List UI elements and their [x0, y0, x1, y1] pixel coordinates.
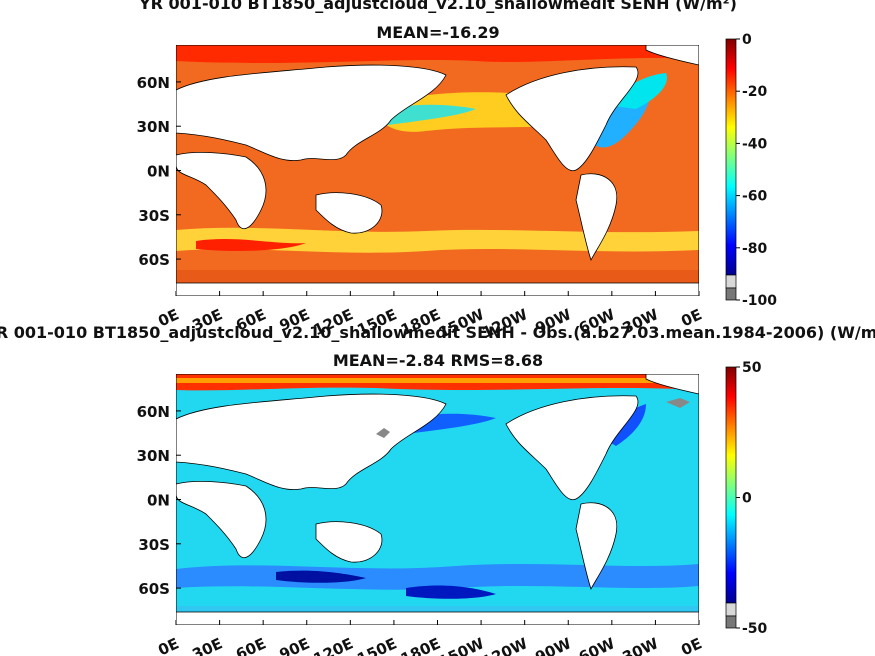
- greenland: [645, 374, 699, 395]
- land: [176, 374, 699, 625]
- north-america: [505, 395, 639, 501]
- colorbar-tick-label: 0: [742, 491, 752, 507]
- y-tick-label: 0N: [147, 163, 170, 181]
- y-tick-label: 30S: [138, 536, 170, 554]
- x-tick-label: 150E: [354, 634, 399, 656]
- colorbar-underflow-light: [725, 274, 737, 289]
- australia: [315, 521, 383, 563]
- southern-blue: [176, 564, 699, 590]
- colorbar-tick-label: -80: [742, 241, 768, 257]
- y-tick-label: 30S: [138, 207, 170, 225]
- map-field: [176, 45, 699, 296]
- chart-title: YR 001-010 BT1850_adjustcloud_v2.10_shal…: [0, 323, 875, 342]
- colorbar-tick-label: -60: [742, 189, 768, 205]
- colorbar-tick-label: -100: [742, 293, 777, 309]
- colorbar-tick-label: -20: [742, 84, 768, 100]
- panel-difference-senh: YR 001-010 BT1850_adjustcloud_v2.10_shal…: [0, 323, 875, 656]
- x-tick-label: 90E: [277, 634, 313, 656]
- x-tick-label: 60E: [233, 634, 269, 656]
- africa: [176, 481, 267, 559]
- colorbar-ticks: 0 -20 -40 -60 -80 -100: [736, 32, 777, 309]
- arctic-field: [176, 45, 699, 63]
- colorbar-ticks: 50 0 -50: [736, 360, 768, 637]
- eurasia: [176, 393, 447, 490]
- south-america: [575, 502, 618, 591]
- x-tick-label: 120E: [311, 634, 356, 656]
- y-tick-label: 60N: [137, 403, 170, 421]
- eurasia: [176, 64, 447, 161]
- x-tick-label: 0E: [678, 634, 704, 656]
- x-tick-label: 30E: [189, 634, 225, 656]
- y-tick-label: 0N: [147, 492, 170, 510]
- y-tick-label: 30N: [137, 118, 170, 136]
- southern-red: [196, 239, 306, 251]
- colorbar: 50 0 -50: [725, 360, 768, 637]
- y-tick-label: 60S: [138, 251, 170, 269]
- colorbar-underflow: [725, 287, 737, 301]
- y-tick-label: 30N: [137, 447, 170, 465]
- colorbar-tick-label: -40: [742, 136, 768, 152]
- australia: [315, 192, 383, 234]
- y-axis: 60N 30N 0N 30S 60S: [137, 74, 181, 269]
- colorbar-tick-label: -50: [742, 621, 768, 637]
- chart-subtitle: MEAN=-16.29: [376, 23, 499, 42]
- y-tick-label: 60S: [138, 580, 170, 598]
- colorbar-underflow: [725, 615, 737, 629]
- colorbar: 0 -20 -40 -60 -80 -100: [725, 32, 777, 309]
- x-tick-label: 0E: [155, 634, 181, 656]
- sea-ice-patch: [376, 428, 390, 438]
- x-tick-label: 90W: [532, 634, 574, 656]
- y-axis: 60N 30N 0N 30S 60S: [137, 403, 181, 598]
- colorbar-underflow-light: [725, 602, 737, 617]
- southern-darkblue: [276, 570, 366, 583]
- y-tick-label: 60N: [137, 74, 170, 92]
- x-tick-label: 30W: [620, 634, 662, 656]
- panel-absolute-senh: YR 001-010 BT1850_adjustcloud_v2.10_shal…: [137, 0, 778, 342]
- map-field: [176, 374, 699, 625]
- greenland: [645, 45, 699, 66]
- sea-ice-patch: [666, 398, 690, 408]
- southern-yellow: [176, 227, 699, 253]
- chart-title: YR 001-010 BT1850_adjustcloud_v2.10_shal…: [138, 0, 737, 13]
- colorbar-tick-label: 0: [742, 32, 752, 48]
- x-tick-label: 60W: [576, 634, 618, 656]
- x-tick-label: 120W: [479, 634, 530, 656]
- colorbar-gradient: [725, 366, 737, 604]
- africa: [176, 152, 267, 230]
- southern-darkblue2: [406, 585, 496, 599]
- colorbar-tick-label: 50: [742, 360, 762, 376]
- x-tick-label: 150W: [436, 634, 487, 656]
- chart-subtitle: MEAN=-2.84 RMS=8.68: [333, 351, 543, 370]
- x-tick-label: 180E: [398, 634, 443, 656]
- south-america: [575, 173, 618, 262]
- colorbar-gradient: [725, 38, 737, 276]
- north-america: [505, 66, 639, 172]
